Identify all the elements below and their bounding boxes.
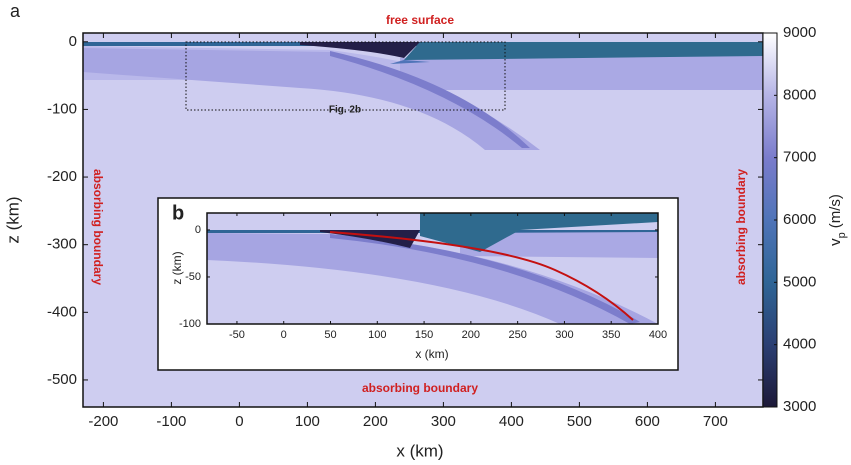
- x-axis-label: x (km): [415, 347, 448, 361]
- x-tick-label: 0: [281, 329, 287, 341]
- y-tick-label: -500: [47, 371, 77, 388]
- colorbar-tick-label: 7000: [783, 149, 816, 166]
- y-tick-label: -200: [47, 168, 77, 185]
- y-tick-label: -100: [179, 318, 201, 330]
- x-tick-label: -100: [156, 413, 186, 430]
- annotation: Fig. 2b: [329, 105, 361, 116]
- colorbar-tick-label: 9000: [783, 24, 816, 41]
- x-tick-label: 100: [295, 413, 320, 430]
- colorbar-tick-label: 3000: [783, 398, 816, 415]
- y-tick-label: 0: [195, 224, 201, 236]
- annotation: absorbing boundary: [91, 169, 105, 285]
- colorbar-label: vp (m/s): [827, 194, 848, 246]
- y-axis-label: z (km): [170, 251, 184, 284]
- x-tick-label: 600: [635, 413, 660, 430]
- x-axis-label: x (km): [396, 441, 443, 460]
- colorbar-tick-label: 8000: [783, 86, 816, 103]
- axes-frame: [206, 212, 659, 325]
- x-tick-label: -200: [88, 413, 118, 430]
- colorbar-label-subscript: p: [836, 232, 848, 238]
- x-tick-label: 300: [431, 413, 456, 430]
- colorbar-tick-label: 4000: [783, 336, 816, 353]
- x-tick-label: 150: [415, 329, 433, 341]
- y-tick-label: -50: [185, 271, 201, 283]
- x-tick-label: 700: [703, 413, 728, 430]
- panel-label: a: [10, 1, 21, 21]
- x-tick-label: 300: [555, 329, 573, 341]
- x-tick-label: 350: [602, 329, 620, 341]
- x-tick-label: 250: [508, 329, 526, 341]
- x-tick-label: 100: [368, 329, 386, 341]
- colorbar-label-unit: (m/s): [827, 194, 844, 228]
- x-tick-label: 500: [567, 413, 592, 430]
- x-tick-label: 50: [324, 329, 336, 341]
- annotation: free surface: [386, 13, 454, 27]
- colorbar-label-symbol: v: [827, 238, 844, 246]
- y-tick-label: 0: [69, 33, 77, 50]
- y-tick-label: -100: [47, 100, 77, 117]
- panel-label: b: [172, 202, 184, 224]
- x-tick-label: 400: [649, 329, 667, 341]
- x-tick-label: 200: [363, 413, 388, 430]
- y-axis-label: z (km): [3, 196, 22, 243]
- colorbar-tick-label: 5000: [783, 273, 816, 290]
- y-tick-label: -400: [47, 303, 77, 320]
- x-tick-label: 400: [499, 413, 524, 430]
- x-tick-label: 0: [235, 413, 243, 430]
- inset-field: [207, 213, 658, 324]
- colorbar-tick-label: 6000: [783, 211, 816, 228]
- x-tick-label: 200: [462, 329, 480, 341]
- annotation: absorbing boundary: [362, 381, 478, 395]
- x-tick-label: -50: [229, 329, 245, 341]
- annotation: absorbing boundary: [734, 169, 748, 285]
- y-tick-label: -300: [47, 236, 77, 253]
